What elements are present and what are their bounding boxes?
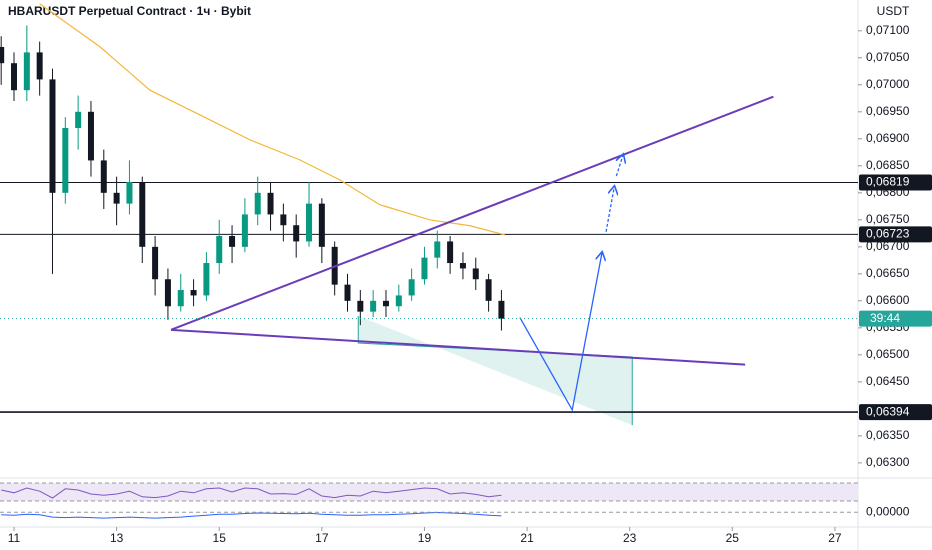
- candle-body: [241, 214, 248, 247]
- x-tick-label: 17: [315, 531, 329, 545]
- candle-body: [49, 79, 56, 193]
- y-tick-label: 0,06500: [866, 347, 910, 361]
- candle-body: [267, 192, 274, 215]
- dashed-arrow: [616, 155, 623, 177]
- candle-body: [23, 52, 30, 91]
- x-tick-label: 19: [418, 531, 432, 545]
- countdown-box: [859, 310, 932, 327]
- level-label: 0,06819: [866, 175, 910, 189]
- candle-body: [421, 257, 428, 280]
- moving-average: [39, 3, 506, 236]
- candle-body: [75, 111, 82, 129]
- candle-body: [11, 63, 18, 91]
- y-tick-label: 0,06700: [866, 239, 910, 253]
- y-tick-label: 0,06600: [866, 293, 910, 307]
- y-tick-label: 0,07000: [866, 77, 910, 91]
- level-label: 0,06723: [866, 227, 910, 241]
- countdown: 39:44: [870, 311, 900, 325]
- candle-body: [177, 290, 184, 307]
- candle-body: [318, 203, 325, 247]
- candle-body: [254, 192, 261, 215]
- level-label: 0,06394: [866, 404, 910, 418]
- candle-body: [139, 182, 146, 247]
- y-tick-label: 0,06750: [866, 212, 910, 226]
- y-tick-label: 0,06900: [866, 131, 910, 145]
- trendline: [170, 95, 774, 331]
- candle-body: [447, 241, 454, 264]
- rsi-line: [1, 487, 502, 499]
- y-tick-label: 0,06350: [866, 428, 910, 442]
- x-tick-label: 25: [726, 531, 740, 545]
- trendline: [170, 328, 746, 366]
- candle-body: [434, 241, 441, 258]
- y-tick-label: 0,06650: [866, 266, 910, 280]
- candle-body: [203, 263, 210, 296]
- candle-body: [62, 128, 69, 193]
- x-tick-label: 23: [623, 531, 637, 545]
- candle-body: [293, 225, 300, 242]
- x-tick-label: 15: [213, 531, 227, 545]
- y-tick-label: 0,06850: [866, 158, 910, 172]
- candle-body: [152, 246, 159, 280]
- candle-body: [459, 263, 466, 269]
- path-arrow: [519, 253, 602, 412]
- candle-body: [408, 279, 415, 296]
- candle-body: [344, 284, 351, 301]
- x-tick-label: 27: [828, 531, 842, 545]
- candle-body: [472, 268, 479, 280]
- candle-body: [395, 295, 402, 307]
- candle-body: [0, 46, 5, 64]
- candle-body: [229, 236, 236, 247]
- x-tick-label: 21: [520, 531, 534, 545]
- candle-body: [370, 300, 377, 312]
- candle-body: [164, 279, 171, 307]
- candle-body: [485, 279, 492, 301]
- candle-body: [100, 160, 107, 193]
- candle-body: [306, 203, 313, 242]
- y-tick-label: 0,07100: [866, 23, 910, 37]
- x-tick-label: 11: [8, 531, 21, 545]
- currency-label: USDT: [877, 4, 910, 18]
- y-tick-label: 0,06300: [866, 455, 910, 469]
- candle-body: [280, 214, 287, 226]
- candle-body: [126, 182, 133, 204]
- candle-body: [113, 192, 120, 204]
- level-label-box: [859, 174, 932, 191]
- x-tick-label: 13: [110, 531, 124, 545]
- candle-body: [36, 52, 43, 80]
- candle-body: [190, 290, 197, 296]
- candle-body: [498, 300, 505, 319]
- candle-body: [382, 300, 389, 307]
- candle-body: [357, 300, 364, 312]
- candle-body: [216, 236, 223, 264]
- y-tick-label: 0,06950: [866, 104, 910, 118]
- level-label-box: [859, 404, 932, 421]
- chart-title: HBARUSDT Perpetual Contract · 1ч · Bybit: [8, 4, 251, 18]
- y-tick-label: 0,07050: [866, 50, 910, 64]
- level-label-box: [859, 226, 932, 243]
- rsi-band: [0, 483, 858, 501]
- candle-body: [87, 111, 94, 161]
- y-tick-label: 0,06450: [866, 374, 910, 388]
- macd-line: [1, 512, 502, 519]
- dashed-arrow: [605, 187, 614, 232]
- y-tick-label: 0,00000: [866, 504, 910, 518]
